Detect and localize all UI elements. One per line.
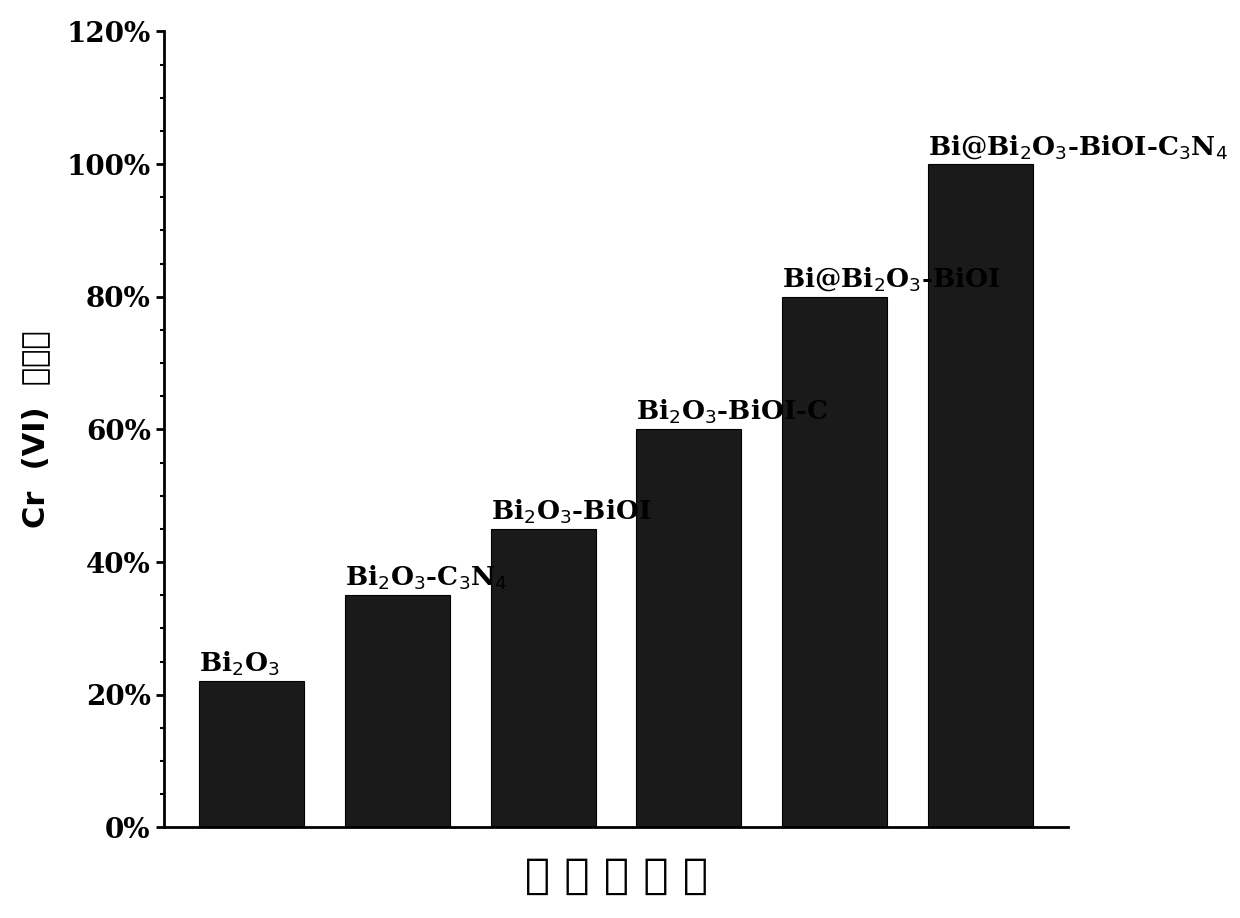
Text: Bi$_2$O$_3$: Bi$_2$O$_3$	[198, 650, 279, 678]
Bar	[929, 164, 1033, 827]
Text: Bi$_2$O$_3$-C$_3$N$_4$: Bi$_2$O$_3$-C$_3$N$_4$	[345, 564, 507, 592]
X-axis label: 催 化 剂 种 类: 催 化 剂 种 类	[525, 856, 708, 897]
Bar	[636, 430, 742, 827]
Text: Bi$_2$O$_3$-BiOI-C: Bi$_2$O$_3$-BiOI-C	[636, 397, 828, 426]
Text: Bi$_2$O$_3$-BiOI: Bi$_2$O$_3$-BiOI	[491, 497, 651, 525]
Bar	[198, 681, 304, 827]
Bar	[782, 297, 888, 827]
Y-axis label: Cr  (VI)  去除率: Cr (VI) 去除率	[21, 330, 50, 528]
Text: Bi@Bi$_2$O$_3$-BiOI-C$_3$N$_4$: Bi@Bi$_2$O$_3$-BiOI-C$_3$N$_4$	[929, 133, 1228, 161]
Bar	[491, 529, 595, 827]
Text: Bi@Bi$_2$O$_3$-BiOI: Bi@Bi$_2$O$_3$-BiOI	[782, 265, 1001, 294]
Bar	[345, 595, 450, 827]
